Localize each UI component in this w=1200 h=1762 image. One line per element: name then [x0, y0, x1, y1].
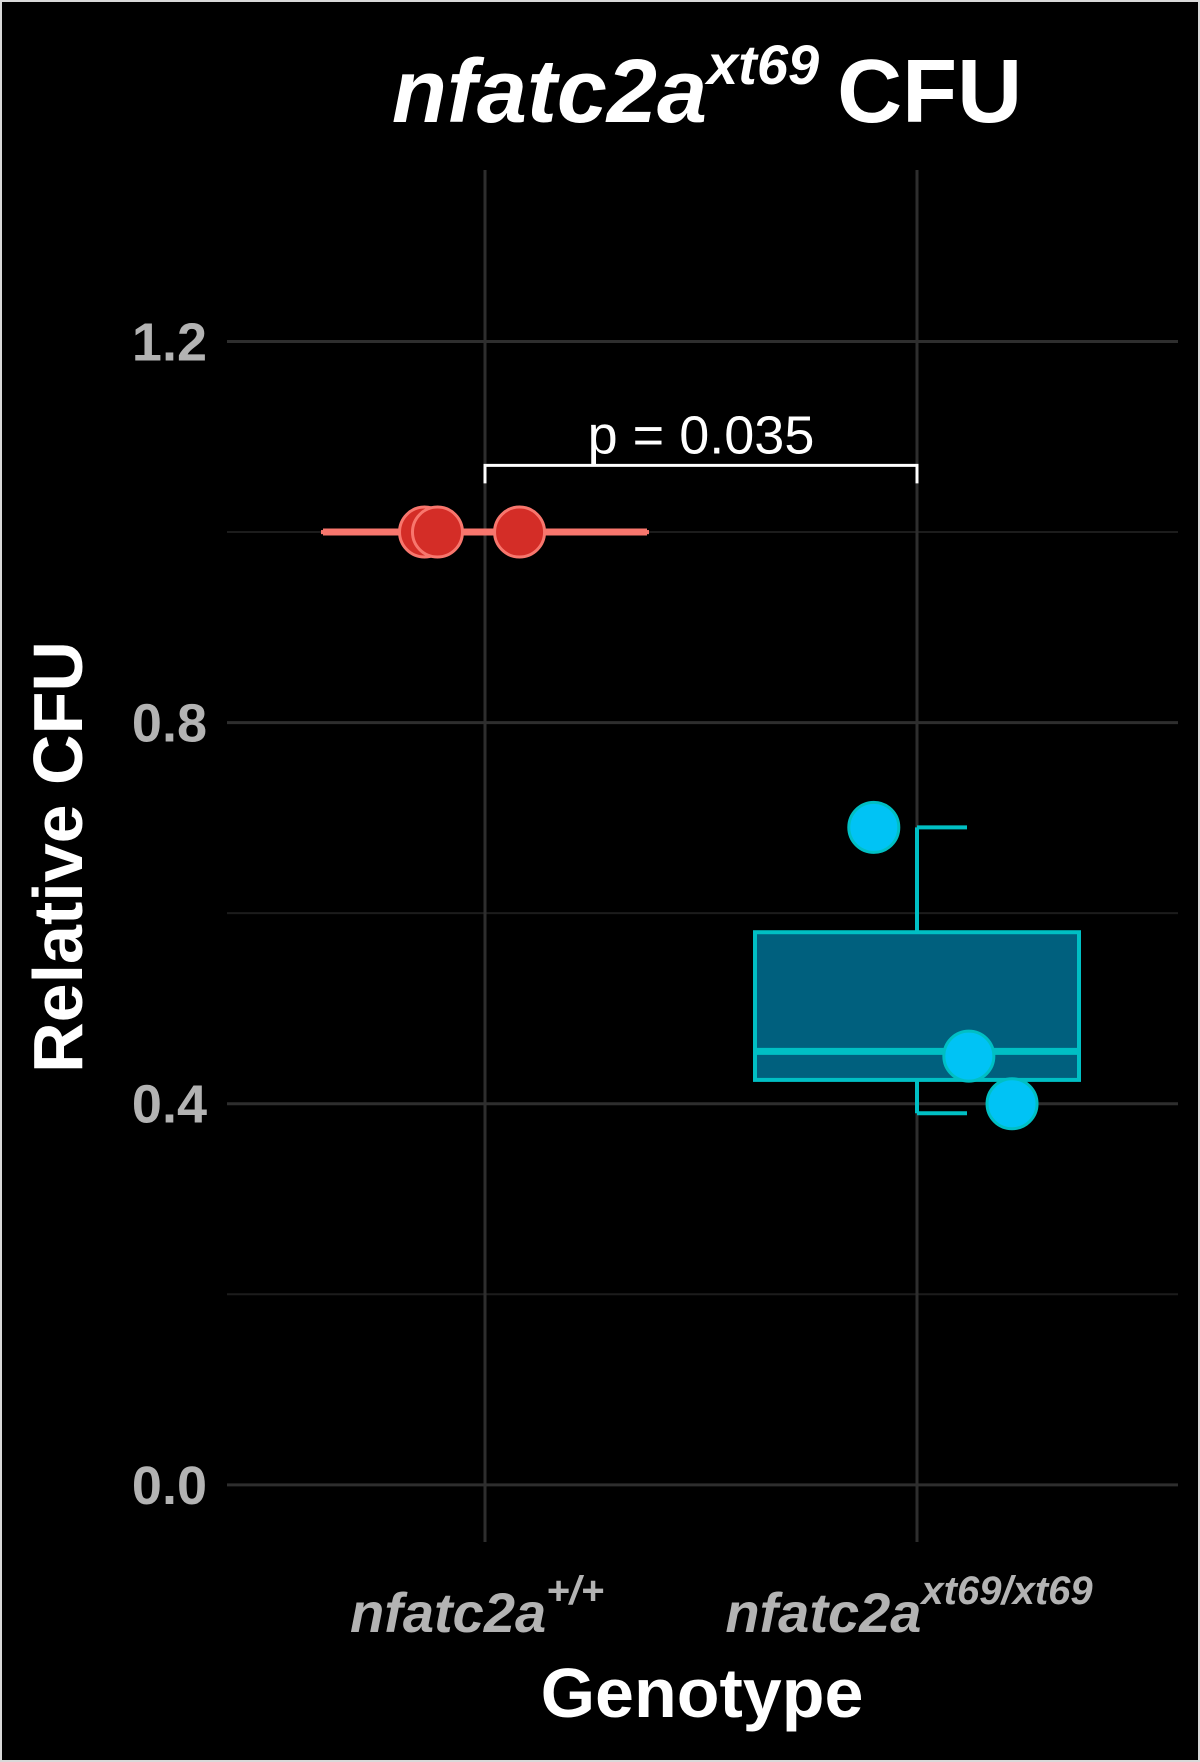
significance-bracket: [483, 463, 919, 484]
x-tick-label-superscript: xt69/xt69: [919, 1569, 1093, 1613]
data-point: [985, 1077, 1039, 1131]
x-tick-label-main: nfatc2a: [725, 1581, 921, 1644]
chart-title: nfatc2axt69 CFU: [392, 33, 1022, 142]
p-value-label: p = 0.035: [588, 405, 815, 465]
significance-annotation: p = 0.035: [483, 405, 919, 484]
x-tick-label-main: nfatc2a: [350, 1581, 546, 1644]
grid-lines: [227, 170, 1178, 1542]
x-axis-label: Genotype: [541, 1654, 864, 1732]
y-tick-label: 0.8: [132, 694, 207, 754]
chart-title-superscript: xt69: [704, 33, 819, 96]
box-group: [753, 800, 1081, 1131]
x-tick-label: nfatc2a+/+: [350, 1569, 604, 1644]
data-point: [410, 505, 464, 559]
x-tick-label: nfatc2axt69/xt69: [725, 1569, 1093, 1644]
y-tick-label: 1.2: [132, 313, 207, 373]
y-tick-label: 0.0: [132, 1456, 207, 1516]
box-iqr: [753, 930, 1081, 1082]
chart-title-main: nfatc2a: [392, 42, 707, 142]
data-point: [942, 1029, 996, 1083]
box-group: [321, 505, 649, 559]
chart-title-suffix: CFU: [837, 42, 1022, 142]
plot-marks: [321, 505, 1081, 1131]
x-tick-label-superscript: +/+: [546, 1569, 604, 1613]
y-tick-label: 0.4: [132, 1075, 207, 1135]
data-point: [493, 505, 547, 559]
y-axis-label: Relative CFU: [19, 641, 97, 1073]
data-point: [847, 800, 901, 854]
